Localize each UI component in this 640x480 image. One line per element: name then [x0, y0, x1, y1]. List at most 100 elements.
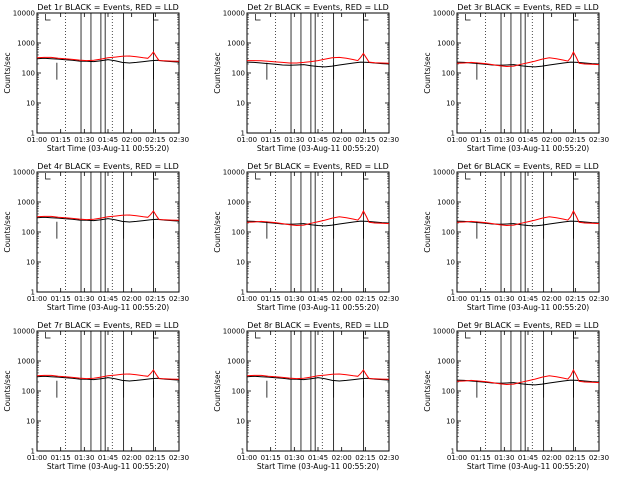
y-axis-label: Counts/sec [423, 211, 432, 252]
y-axis-label: Counts/sec [213, 370, 222, 411]
x-tick-label: 02:00 [122, 454, 142, 462]
y-tick-label: 1000 [227, 199, 245, 207]
top-bracket-marker [363, 14, 369, 21]
x-tick-label: 01:30 [494, 136, 514, 144]
y-axis-label: Counts/sec [213, 52, 222, 93]
y-tick-label: 10000 [223, 10, 245, 18]
plot-frame [36, 171, 180, 293]
x-tick-label: 01:30 [284, 295, 304, 303]
y-tick-label: 1 [31, 448, 35, 456]
x-axis-label: Start Time (03-Aug-11 00:55:20) [47, 462, 169, 471]
x-tick-label: 01:15 [51, 454, 71, 462]
top-bracket-marker [45, 332, 51, 339]
x-tick-label: 02:00 [332, 454, 352, 462]
y-tick-label: 1 [451, 289, 455, 297]
x-tick-label: 02:00 [542, 295, 562, 303]
events-series-line [456, 379, 600, 386]
y-tick-label: 10 [236, 100, 245, 108]
lld-series-line [36, 210, 180, 221]
y-tick-label: 10000 [433, 10, 455, 18]
x-tick-label: 01:00 [447, 295, 467, 303]
y-tick-label: 10 [446, 418, 455, 426]
x-tick-label: 02:15 [145, 295, 165, 303]
y-tick-label: 1000 [437, 199, 455, 207]
events-series-line [246, 375, 390, 382]
y-tick-label: 1000 [17, 358, 35, 366]
x-tick-label: 01:45 [98, 454, 118, 462]
lld-series-line [456, 368, 600, 386]
x-tick-label: 02:00 [332, 295, 352, 303]
chart-title: Det 9r BLACK = Events, RED = LLD [457, 321, 599, 330]
x-tick-label: 01:30 [284, 454, 304, 462]
events-series-line [36, 216, 180, 223]
x-tick-label: 02:30 [379, 454, 399, 462]
x-tick-label: 01:30 [284, 136, 304, 144]
plot-frame [246, 171, 390, 293]
plot-frame [246, 12, 390, 134]
x-tick-label: 02:00 [122, 136, 142, 144]
y-tick-label: 100 [22, 70, 35, 78]
y-tick-label: 100 [232, 388, 245, 396]
top-bracket-marker [153, 173, 159, 180]
x-axis-label: Start Time (03-Aug-11 00:55:20) [467, 144, 589, 153]
x-tick-label: 01:15 [51, 295, 71, 303]
top-bracket-marker [363, 332, 369, 339]
chart-title: Det 6r BLACK = Events, RED = LLD [457, 162, 599, 171]
y-axis-label: Counts/sec [3, 370, 12, 411]
y-tick-label: 1 [241, 130, 245, 138]
lld-series-line [36, 51, 180, 62]
y-tick-label: 10 [26, 259, 35, 267]
y-tick-label: 10000 [433, 328, 455, 336]
top-bracket-marker [153, 14, 159, 21]
y-tick-label: 10000 [223, 169, 245, 177]
y-tick-label: 1000 [17, 199, 35, 207]
x-tick-label: 02:15 [145, 136, 165, 144]
y-axis-label: Counts/sec [213, 211, 222, 252]
x-tick-label: 01:00 [27, 136, 47, 144]
top-bracket-marker [45, 173, 51, 180]
lld-series-line [456, 50, 600, 68]
events-series-line [456, 220, 600, 227]
x-tick-label: 01:30 [494, 454, 514, 462]
x-tick-label: 01:45 [98, 136, 118, 144]
y-tick-label: 10 [236, 259, 245, 267]
x-tick-label: 01:45 [98, 295, 118, 303]
y-axis-label: Counts/sec [423, 52, 432, 93]
x-tick-label: 02:15 [565, 136, 585, 144]
top-bracket-marker [255, 332, 261, 339]
y-tick-label: 1 [451, 130, 455, 138]
y-tick-label: 100 [442, 70, 455, 78]
y-tick-label: 1000 [17, 40, 35, 48]
lld-series-line [246, 369, 390, 380]
y-axis-label: Counts/sec [3, 52, 12, 93]
y-tick-label: 1 [31, 130, 35, 138]
x-tick-label: 02:30 [589, 454, 609, 462]
y-tick-label: 1000 [227, 40, 245, 48]
chart-title: Det 7r BLACK = Events, RED = LLD [37, 321, 179, 330]
y-tick-label: 1 [241, 448, 245, 456]
x-tick-label: 01:00 [447, 454, 467, 462]
events-series-line [246, 220, 390, 227]
x-tick-label: 02:15 [565, 295, 585, 303]
top-bracket-marker [465, 332, 471, 339]
x-tick-label: 01:45 [518, 454, 538, 462]
events-series-line [456, 61, 600, 68]
panel-5: Det 5r BLACK = Events, RED = LLD 1 10 100 10… [213, 162, 399, 312]
y-tick-label: 10000 [223, 328, 245, 336]
chart-title: Det 8r BLACK = Events, RED = LLD [247, 321, 389, 330]
y-tick-label: 10000 [13, 169, 35, 177]
x-tick-label: 02:30 [169, 295, 189, 303]
x-tick-label: 01:45 [308, 136, 328, 144]
chart-title: Det 4r BLACK = Events, RED = LLD [37, 162, 179, 171]
panel-7: Det 7r BLACK = Events, RED = LLD 1 10 100 10… [3, 321, 189, 471]
top-bracket-marker [465, 14, 471, 21]
plot-frame [456, 12, 600, 134]
chart-title: Det 5r BLACK = Events, RED = LLD [247, 162, 389, 171]
lld-series-line [247, 52, 390, 64]
events-series-line [246, 61, 390, 68]
top-bracket-marker [255, 173, 261, 180]
x-axis-label: Start Time (03-Aug-11 00:55:20) [47, 303, 169, 312]
x-tick-label: 01:00 [447, 136, 467, 144]
x-tick-label: 01:00 [237, 136, 257, 144]
y-tick-label: 1 [31, 289, 35, 297]
